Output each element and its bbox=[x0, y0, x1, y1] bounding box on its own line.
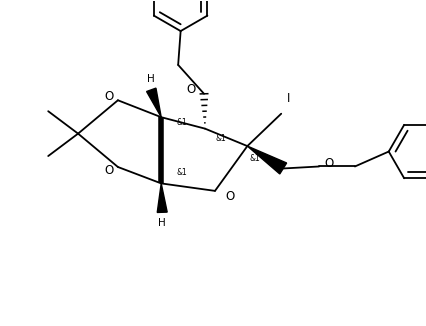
Text: O: O bbox=[186, 83, 195, 96]
Text: &1: &1 bbox=[176, 118, 187, 127]
Polygon shape bbox=[247, 146, 286, 174]
Text: O: O bbox=[225, 190, 234, 203]
Polygon shape bbox=[157, 184, 167, 213]
Text: &1: &1 bbox=[216, 134, 226, 143]
Text: &1: &1 bbox=[249, 154, 260, 163]
Text: H: H bbox=[158, 218, 166, 228]
Text: H: H bbox=[147, 74, 155, 84]
Text: O: O bbox=[104, 164, 113, 177]
Text: O: O bbox=[104, 90, 113, 103]
Text: &1: &1 bbox=[176, 168, 187, 177]
Text: O: O bbox=[324, 157, 333, 170]
Polygon shape bbox=[146, 88, 161, 117]
Text: I: I bbox=[286, 92, 290, 105]
